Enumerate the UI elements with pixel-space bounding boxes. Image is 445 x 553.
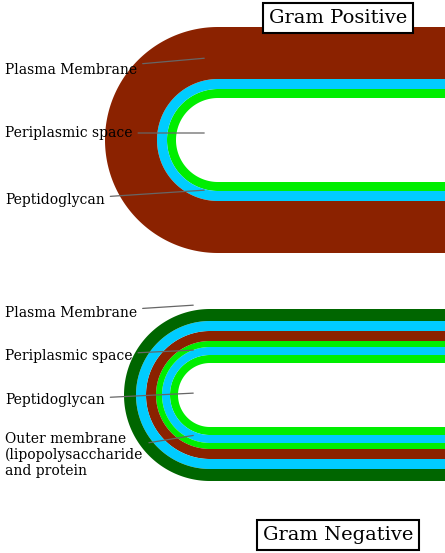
- Text: Peptidoglycan: Peptidoglycan: [5, 393, 193, 407]
- Polygon shape: [146, 331, 445, 459]
- Polygon shape: [124, 309, 445, 481]
- Text: Gram Negative: Gram Negative: [263, 526, 413, 544]
- Polygon shape: [167, 89, 445, 191]
- Polygon shape: [170, 355, 445, 435]
- Polygon shape: [157, 79, 445, 201]
- Text: Plasma Membrane: Plasma Membrane: [5, 305, 193, 320]
- Text: Outer membrane
(lipopolysaccharide
and protein: Outer membrane (lipopolysaccharide and p…: [5, 431, 193, 478]
- Polygon shape: [136, 321, 445, 469]
- Text: Peptidoglycan: Peptidoglycan: [5, 190, 204, 207]
- Polygon shape: [105, 27, 445, 253]
- Polygon shape: [162, 347, 445, 443]
- Text: Periplasmic space: Periplasmic space: [5, 349, 193, 363]
- Text: Plasma Membrane: Plasma Membrane: [5, 58, 204, 77]
- Text: Gram Positive: Gram Positive: [269, 9, 407, 27]
- Text: Periplasmic space: Periplasmic space: [5, 126, 204, 140]
- Polygon shape: [156, 341, 445, 449]
